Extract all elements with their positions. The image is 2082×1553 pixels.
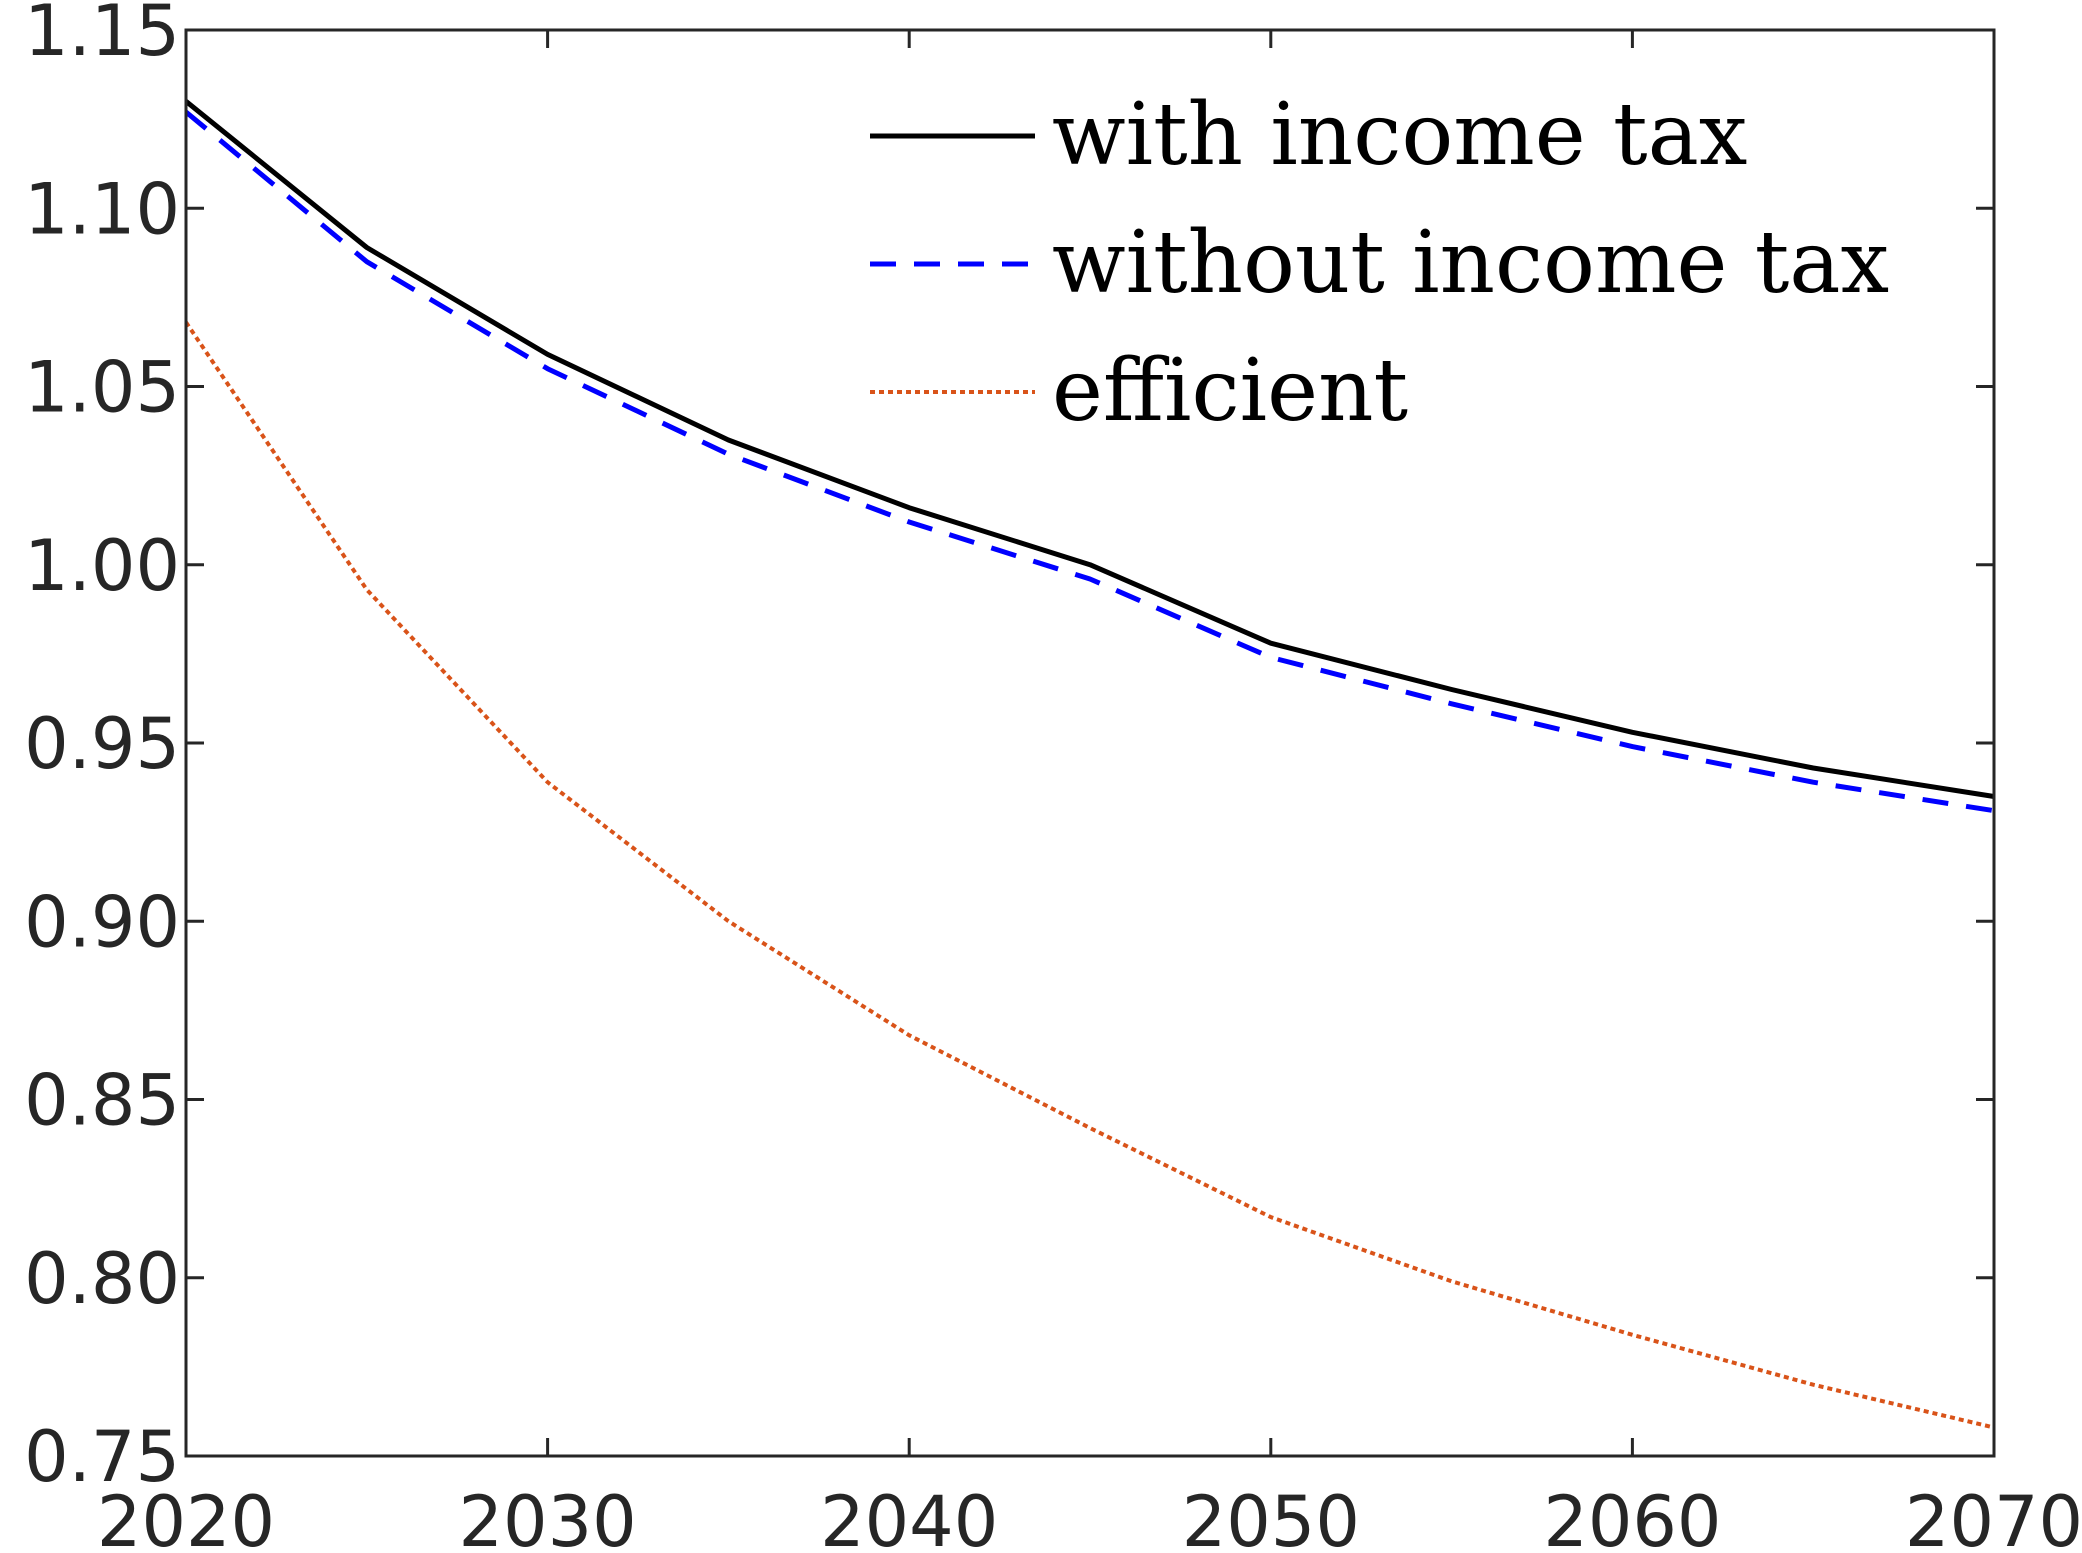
y-tick-label: 1.15 bbox=[24, 0, 180, 72]
x-tick-label: 2060 bbox=[1543, 1481, 1721, 1553]
legend-label: with income tax bbox=[1052, 85, 1747, 185]
x-tick-label: 2040 bbox=[820, 1481, 998, 1553]
y-tick-label: 0.90 bbox=[24, 881, 180, 963]
y-tick-label: 0.95 bbox=[24, 703, 180, 785]
legend-label: without income tax bbox=[1052, 213, 1889, 313]
y-tick-label: 1.10 bbox=[24, 168, 180, 250]
x-tick-label: 2020 bbox=[97, 1481, 275, 1553]
series-line-1 bbox=[184, 99, 1995, 799]
y-tick-label: 1.00 bbox=[24, 525, 180, 607]
y-tick-label: 1.05 bbox=[24, 347, 180, 429]
series-line-2 bbox=[184, 110, 1995, 814]
y-tick-label: 0.75 bbox=[24, 1416, 180, 1498]
y-tick-label: 0.85 bbox=[24, 1060, 180, 1142]
x-tick-label: 2030 bbox=[459, 1481, 637, 1553]
axis-ticks: 2020 2030 2040 2050 2060 2070 0.75 0.80 0.85 0.90… bbox=[24, 0, 2082, 1553]
legend-label: efficient bbox=[1052, 341, 1408, 441]
y-tick-label: 0.80 bbox=[24, 1238, 180, 1320]
plot-lines bbox=[184, 99, 1995, 1430]
legend: with income tax without income tax efficie… bbox=[870, 85, 1889, 441]
x-tick-label: 2070 bbox=[1905, 1481, 2082, 1553]
series-line-3 bbox=[184, 321, 1995, 1430]
x-tick-label: 2050 bbox=[1182, 1481, 1360, 1553]
